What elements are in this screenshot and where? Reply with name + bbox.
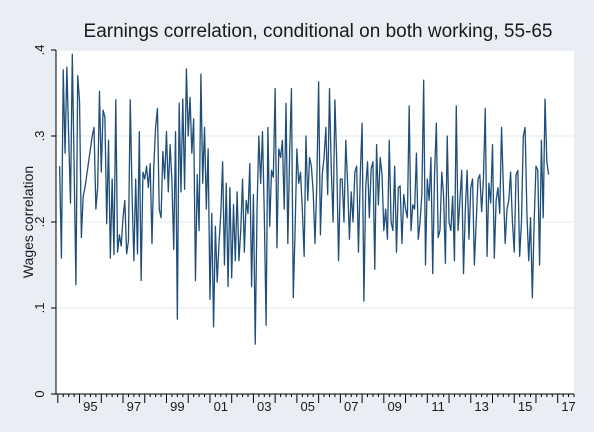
series-line [58, 53, 550, 345]
y-tick-label: .3 [32, 131, 47, 142]
x-tick-label: 13 [474, 399, 488, 414]
x-tick-label: 09 [387, 399, 401, 414]
y-axis: 0 .1 .2 .3 .4 [32, 45, 57, 398]
y-tick-label: .2 [32, 217, 47, 228]
x-tick-label: 07 [344, 399, 358, 414]
x-tick-label: 17 [561, 399, 575, 414]
y-tick-label: .1 [32, 303, 47, 314]
x-tick-label: 15 [518, 399, 532, 414]
x-tick-label: 11 [431, 399, 445, 414]
x-tick-label: 99 [170, 399, 184, 414]
x-tick-label: 05 [301, 399, 315, 414]
x-tick-label: 95 [83, 399, 97, 414]
y-axis-label: Wages correlation [20, 166, 36, 278]
y-tick-label: 0 [32, 390, 47, 397]
y-tick-label: .4 [32, 45, 47, 56]
series-layer [58, 53, 550, 345]
x-tick-label: 03 [257, 399, 271, 414]
x-axis: 95 97 99 01 03 05 07 09 11 13 15 17 [56, 393, 576, 414]
x-tick-label: 97 [127, 399, 141, 414]
chart-title: Earnings correlation, conditional on bot… [84, 21, 553, 42]
x-tick-label: 01 [214, 399, 228, 414]
